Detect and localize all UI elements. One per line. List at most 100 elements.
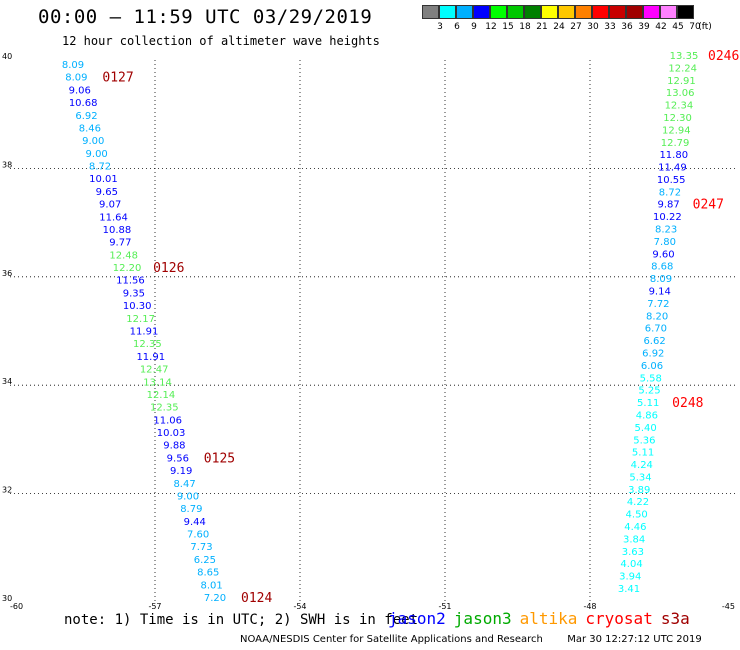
longitude-tick-label: -57 xyxy=(148,602,161,611)
wave-height-value: 12.24 xyxy=(668,63,697,74)
latitude-tick-label: 38 xyxy=(2,160,12,169)
legend-label: 18 xyxy=(519,22,531,32)
wave-height-value: 12.79 xyxy=(661,138,690,149)
units-note: note: 1) Time is in UTC; 2) SWH is in fe… xyxy=(64,612,419,628)
wave-height-value: 7.20 xyxy=(204,593,226,604)
wave-height-value: 7.73 xyxy=(190,542,212,553)
wave-height-value: 12.48 xyxy=(109,250,138,261)
wave-height-value: 3.41 xyxy=(618,584,640,595)
legend-swatch xyxy=(592,5,609,19)
wave-height-value: 9.00 xyxy=(86,149,108,160)
legend-swatch xyxy=(439,5,456,19)
legend-label: 15 xyxy=(502,22,514,32)
legend-swatch xyxy=(541,5,558,19)
wave-height-value: 13.06 xyxy=(666,88,695,99)
wave-height-value: 5.11 xyxy=(637,398,659,409)
wave-height-value: 3.89 xyxy=(628,485,650,496)
wave-height-value: 9.14 xyxy=(649,287,671,298)
wave-height-value: 4.46 xyxy=(624,522,646,533)
wave-height-value: 6.92 xyxy=(642,348,664,359)
wave-height-value: 9.07 xyxy=(99,200,121,211)
wave-height-value: 12.17 xyxy=(126,314,155,325)
longitude-tick-label: -60 xyxy=(10,602,23,611)
wave-height-value: 8.09 xyxy=(650,274,672,285)
legend-label: 42 xyxy=(655,22,667,32)
wave-height-value: 12.34 xyxy=(665,101,694,112)
latitude-tick-label: 32 xyxy=(2,486,12,495)
wave-height-value: 8.46 xyxy=(79,123,101,134)
legend-swatch xyxy=(575,5,592,19)
wave-height-value: 7.60 xyxy=(187,530,209,541)
legend-swatch xyxy=(626,5,643,19)
wave-height-value: 9.87 xyxy=(658,200,680,211)
wave-height-value: 4.22 xyxy=(627,497,649,508)
satellite-name: jason2 xyxy=(388,609,446,628)
pass-number-label: 0246 xyxy=(708,49,739,64)
legend-swatch xyxy=(609,5,626,19)
wave-height-value: 12.20 xyxy=(113,263,142,274)
legend-label: 27 xyxy=(570,22,582,32)
wave-height-legend: 3 6 9 12 15 18 21 24 27 30 33 36 39 42 45 70 (ft) xyxy=(422,5,740,35)
legend-label: 6 xyxy=(454,22,460,32)
pass-number-label: 0247 xyxy=(693,198,724,213)
wave-height-value: 9.88 xyxy=(163,441,185,452)
wave-height-value: 9.00 xyxy=(82,136,104,147)
wave-height-value: 8.65 xyxy=(197,568,219,579)
wave-height-value: 10.88 xyxy=(103,225,132,236)
pass-number-label: 0248 xyxy=(672,396,703,411)
generated-timestamp: Mar 30 12:27:12 UTC 2019 xyxy=(567,634,702,645)
wave-height-value: 6.25 xyxy=(194,555,216,566)
wave-height-value: 12.94 xyxy=(662,125,691,136)
wave-height-value: 9.77 xyxy=(109,238,131,249)
wave-height-value: 6.62 xyxy=(643,336,665,347)
legend-swatch xyxy=(558,5,575,19)
wave-height-value: 12.30 xyxy=(663,113,692,124)
legend-label: 36 xyxy=(621,22,633,32)
latitude-tick-label: 34 xyxy=(2,377,12,386)
wave-height-value: 8.68 xyxy=(651,262,673,273)
latitude-tick-label: 36 xyxy=(2,269,12,278)
wave-height-value: 12.35 xyxy=(150,403,179,414)
legend-swatch xyxy=(507,5,524,19)
wave-height-value: 11.91 xyxy=(136,352,165,363)
wave-height-value: 3.63 xyxy=(622,547,644,558)
satellite-name: jason3 xyxy=(453,609,512,628)
longitude-tick-label: -51 xyxy=(438,602,451,611)
satellite-name: cryosat xyxy=(585,609,653,628)
latitude-tick-label: 30 xyxy=(2,594,12,603)
legend-swatch xyxy=(422,5,439,19)
wave-height-value: 4.50 xyxy=(626,510,648,521)
wave-height-value: 6.70 xyxy=(645,324,667,335)
wave-height-value: 8.09 xyxy=(62,60,84,71)
wave-height-value: 5.36 xyxy=(633,435,655,446)
wave-height-value: 10.22 xyxy=(653,212,682,223)
wave-height-value: 11.64 xyxy=(99,212,128,223)
wave-height-value: 11.91 xyxy=(130,327,159,338)
legend-swatch xyxy=(643,5,660,19)
longitude-tick-label: -54 xyxy=(293,602,306,611)
legend-swatch xyxy=(524,5,541,19)
wave-height-value: 5.11 xyxy=(632,448,654,459)
credit-line: NOAA/NESDIS Center for Satellite Applica… xyxy=(240,634,702,645)
wave-height-value: 7.80 xyxy=(654,237,676,248)
latitude-tick-label: 40 xyxy=(2,52,12,61)
wave-height-value: 9.65 xyxy=(96,187,118,198)
wave-height-value: 9.06 xyxy=(69,85,91,96)
pass-number-label: 0127 xyxy=(102,71,133,86)
wave-height-value: 9.00 xyxy=(177,491,199,502)
wave-height-value: 6.92 xyxy=(75,111,97,122)
legend-label: 21 xyxy=(536,22,548,32)
legend-label: 39 xyxy=(638,22,650,32)
map-subtitle: 12 hour collection of altimeter wave hei… xyxy=(62,34,380,48)
wave-height-value: 9.60 xyxy=(652,249,674,260)
wave-height-value: 8.09 xyxy=(65,73,87,84)
wave-height-value: 13.14 xyxy=(143,377,172,388)
legend-label: 24 xyxy=(553,22,565,32)
longitude-tick-label: -45 xyxy=(722,602,735,611)
wave-height-value: 8.01 xyxy=(200,580,222,591)
satellite-legend: jason2 jason3 altika cryosat s3a xyxy=(388,609,698,628)
wave-height-value: 5.34 xyxy=(629,472,651,483)
legend-unit: (ft) xyxy=(698,22,712,32)
wave-height-value: 9.35 xyxy=(123,288,145,299)
